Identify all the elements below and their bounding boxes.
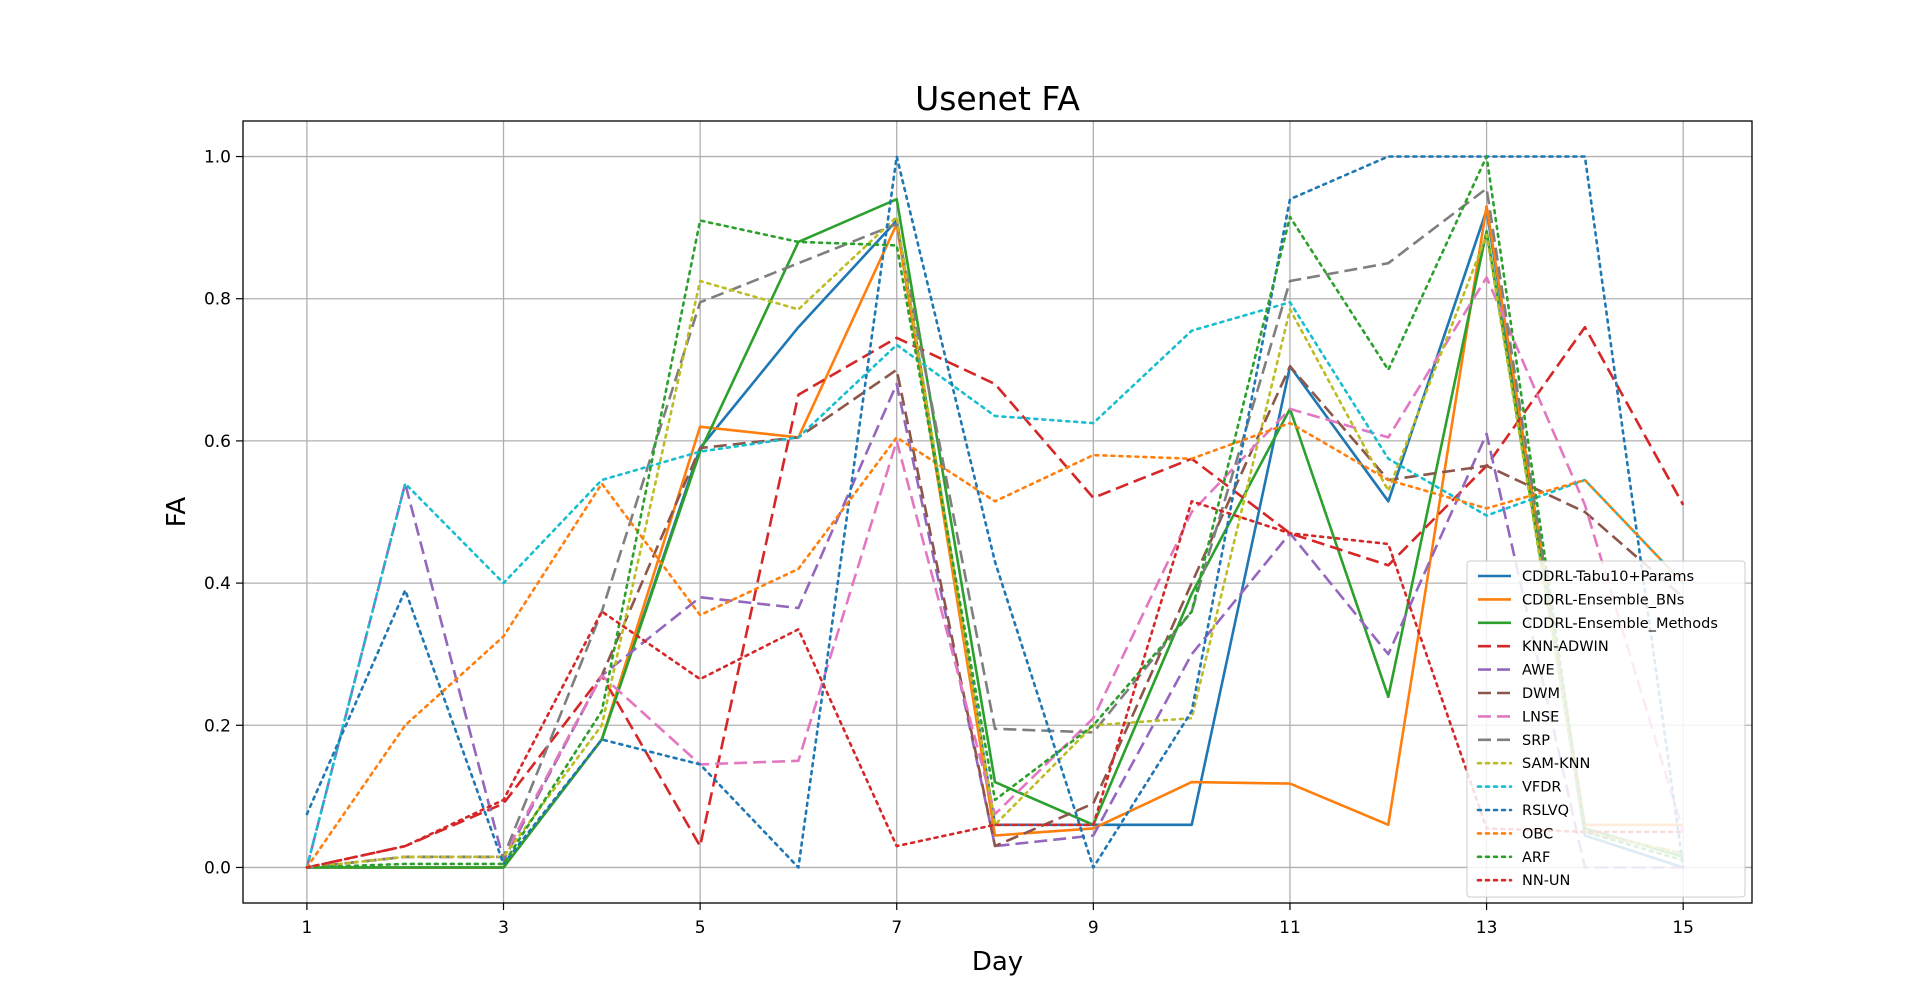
legend-label: LNSE [1522, 709, 1559, 725]
series-line-awe [305, 382, 1684, 869]
series-line-srp [306, 187, 1684, 869]
legend-label: VFDR [1522, 780, 1562, 796]
series-line-vfdr [305, 300, 1685, 869]
x-tick-label: 13 [1476, 918, 1498, 938]
legend-label: CDDRL-Tabu10+Params [1522, 569, 1694, 585]
legend-label: SRP [1522, 733, 1550, 749]
series-line-nn-un [305, 499, 1685, 869]
legend-label: AWE [1522, 663, 1555, 679]
series-line-cddrl-ensemble-methods [306, 197, 1684, 869]
x-axis-label: Day [972, 947, 1023, 977]
y-axis-ticks: 0.0 0.2 0.4 0.6 0.8 1.0 [204, 148, 243, 878]
x-axis-ticks: 1 3 5 7 9 11 13 15 [301, 903, 1694, 938]
y-tick-label: 0.2 [204, 716, 231, 736]
series-line-rslvq [305, 155, 1685, 869]
x-tick-label: 1 [301, 918, 312, 938]
y-tick-label: 0.6 [204, 432, 231, 452]
x-tick-label: 11 [1279, 918, 1301, 938]
legend-label: OBC [1522, 826, 1553, 842]
legend-label: CDDRL-Ensemble_BNs [1522, 592, 1684, 608]
series-lines [305, 155, 1685, 869]
y-axis-label: FA [162, 497, 192, 528]
series-line-lnse [306, 276, 1685, 869]
y-tick-label: 0.4 [204, 574, 231, 594]
x-tick-label: 9 [1088, 918, 1099, 938]
x-tick-label: 5 [695, 918, 706, 938]
legend-box [1466, 560, 1746, 898]
plot-area-frame [242, 120, 1753, 904]
legend-label: KNN-ADWIN [1522, 639, 1609, 655]
legend-label: SAM-KNN [1522, 756, 1590, 772]
series-line-arf [305, 155, 1685, 869]
legend-label: NN-UN [1522, 873, 1570, 889]
x-tick-label: 15 [1672, 918, 1694, 938]
chart-title: Usenet FA [915, 79, 1080, 118]
series-line-obc [305, 421, 1685, 869]
legend-label: ARF [1522, 850, 1550, 866]
legend-label: CDDRL-Ensemble_Methods [1522, 616, 1718, 632]
y-tick-label: 0.8 [204, 290, 231, 310]
y-tick-label: 0.0 [204, 858, 231, 878]
legend-label: DWM [1522, 686, 1560, 702]
x-tick-label: 3 [498, 918, 509, 938]
x-tick-label: 7 [891, 918, 902, 938]
legend: CDDRL-Tabu10+Params CDDRL-Ensemble_BNs CDD… [1466, 560, 1746, 898]
y-tick-label: 1.0 [204, 148, 231, 168]
legend-label: RSLVQ [1522, 803, 1569, 819]
series-line-dwm [306, 364, 1685, 869]
